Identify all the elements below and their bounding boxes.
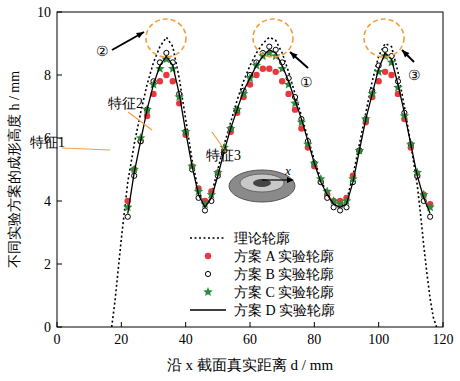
inset-arrow bbox=[262, 179, 290, 180]
y-axis-label: 不同实验方案的成形高度 h / mm bbox=[6, 71, 22, 268]
highlight-circle bbox=[146, 19, 186, 57]
legend: 理论轮廓方案 A 实验轮廓方案 B 实验轮廓方案 C 实验轮廓方案 D 实验轮廓 bbox=[190, 231, 335, 318]
y-tick bbox=[57, 264, 62, 265]
y-tick-label: 4 bbox=[44, 194, 51, 209]
annotation: 特征2 bbox=[108, 96, 143, 111]
annotation-arrow-head bbox=[136, 32, 144, 38]
x-tick-label: 20 bbox=[114, 332, 128, 347]
legend-swatch bbox=[190, 237, 226, 239]
data-point bbox=[253, 72, 259, 78]
data-point bbox=[260, 66, 266, 72]
x-axis-label: 沿 x 截面真实距离 d / mm bbox=[167, 357, 334, 373]
legend-label: 方案 D 实验轮廓 bbox=[234, 302, 335, 318]
y-tick-label: 2 bbox=[44, 257, 51, 272]
x-tick-label: 0 bbox=[54, 332, 61, 347]
annotation: ① bbox=[300, 75, 313, 90]
data-point bbox=[337, 208, 342, 213]
inset-label: x bbox=[284, 163, 291, 178]
x-tick bbox=[443, 322, 444, 327]
data-point bbox=[266, 66, 272, 72]
x-tick bbox=[314, 322, 315, 327]
data-group bbox=[112, 37, 437, 327]
legend-label: 方案 A 实验轮廓 bbox=[234, 248, 334, 264]
legend-label: 理论轮廓 bbox=[234, 231, 290, 246]
y-tick bbox=[57, 12, 62, 13]
annotation: ③ bbox=[408, 68, 421, 83]
data-point bbox=[279, 78, 285, 84]
annotation-leader bbox=[62, 148, 110, 150]
annotation-arrow bbox=[112, 32, 144, 50]
x-tick bbox=[121, 322, 122, 327]
data-point bbox=[125, 214, 130, 219]
data-point bbox=[388, 72, 394, 78]
data-point bbox=[170, 78, 176, 84]
data-point bbox=[285, 91, 291, 97]
annotation-arrow bbox=[402, 50, 414, 62]
annotation-arrow-head bbox=[402, 50, 409, 57]
legend-swatch bbox=[205, 271, 210, 276]
legend-swatch bbox=[205, 253, 211, 259]
annotation: 特征1 bbox=[30, 135, 65, 150]
annotation-leader bbox=[128, 112, 152, 130]
y-tick bbox=[57, 201, 62, 202]
plot-frame bbox=[57, 12, 443, 327]
chart: 0204060801001200246810沿 x 截面真实距离 d / mm不… bbox=[0, 0, 460, 381]
annotation-arrow bbox=[290, 52, 308, 68]
data-point bbox=[382, 69, 388, 75]
data-point bbox=[273, 69, 279, 75]
legend-label: 方案 B 实验轮廓 bbox=[234, 266, 334, 282]
x-tick bbox=[185, 322, 186, 327]
legend-swatch bbox=[203, 287, 213, 296]
series-line bbox=[128, 50, 430, 214]
x-tick-label: 120 bbox=[433, 332, 454, 347]
data-point bbox=[202, 208, 207, 213]
annotation-arrow-head bbox=[290, 52, 298, 59]
highlight-circle bbox=[253, 19, 293, 57]
x-tick bbox=[57, 322, 58, 327]
annotation-decor bbox=[62, 19, 414, 152]
x-tick-label: 60 bbox=[243, 332, 257, 347]
series-line bbox=[112, 37, 437, 327]
annotation: ② bbox=[96, 44, 109, 59]
x-tick bbox=[250, 322, 251, 327]
data-point bbox=[428, 214, 433, 219]
y-tick bbox=[57, 75, 62, 76]
annotation: 特征3 bbox=[206, 148, 241, 163]
highlight-circle bbox=[364, 19, 404, 57]
legend-swatch bbox=[190, 309, 226, 310]
x-tick-label: 40 bbox=[179, 332, 193, 347]
y-tick-label: 8 bbox=[44, 68, 51, 83]
y-tick-label: 10 bbox=[37, 5, 51, 20]
data-point bbox=[157, 78, 163, 84]
x-tick bbox=[378, 322, 379, 327]
y-tick bbox=[57, 327, 62, 328]
legend-label: 方案 C 实验轮廓 bbox=[234, 284, 334, 300]
data-point bbox=[163, 72, 169, 78]
y-tick-label: 0 bbox=[44, 320, 51, 335]
x-tick-label: 80 bbox=[307, 332, 321, 347]
x-tick-label: 100 bbox=[368, 332, 389, 347]
